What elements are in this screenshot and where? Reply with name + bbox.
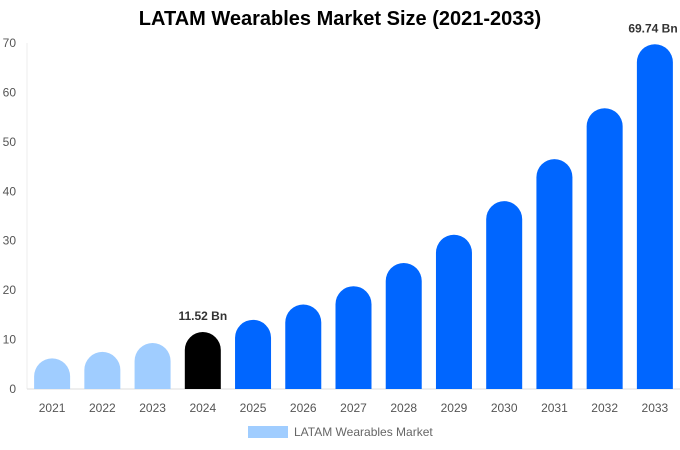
data-label-2033: 69.74 Bn bbox=[628, 21, 677, 35]
x-tick-label: 2025 bbox=[240, 401, 267, 415]
bar-2030 bbox=[486, 201, 523, 389]
bar-2028 bbox=[385, 262, 422, 389]
bar-2025 bbox=[235, 319, 272, 389]
x-tick-label: 2032 bbox=[591, 401, 618, 415]
data-label-2024: 11.52 Bn bbox=[178, 309, 227, 323]
bar-2033 bbox=[636, 44, 673, 389]
legend-label: LATAM Wearables Market bbox=[294, 425, 433, 439]
bar-2021 bbox=[34, 358, 71, 389]
bar-2032 bbox=[586, 108, 623, 389]
y-tick-label: 0 bbox=[9, 382, 16, 396]
bar-2026 bbox=[285, 304, 322, 389]
x-tick-label: 2026 bbox=[290, 401, 317, 415]
bar-2022 bbox=[84, 351, 121, 389]
legend-swatch bbox=[248, 426, 288, 438]
x-tick-label: 2030 bbox=[491, 401, 518, 415]
legend[interactable]: LATAM Wearables Market bbox=[248, 425, 433, 439]
bar-2024 bbox=[184, 332, 221, 389]
y-tick-label: 10 bbox=[3, 333, 17, 347]
x-tick-label: 2021 bbox=[39, 401, 66, 415]
chart-title: LATAM Wearables Market Size (2021-2033) bbox=[138, 8, 542, 30]
bar-2027 bbox=[335, 286, 372, 389]
y-tick-label: 60 bbox=[3, 85, 17, 99]
x-tick-label: 2027 bbox=[340, 401, 367, 415]
y-tick-label: 50 bbox=[3, 135, 17, 149]
y-tick-label: 70 bbox=[3, 36, 17, 50]
bar-2023 bbox=[134, 343, 171, 389]
bar-2029 bbox=[435, 234, 472, 389]
y-tick-label: 40 bbox=[3, 184, 17, 198]
x-tick-label: 2029 bbox=[441, 401, 468, 415]
bar-2031 bbox=[536, 159, 573, 389]
x-tick-label: 2031 bbox=[541, 401, 568, 415]
x-tick-label: 2022 bbox=[89, 401, 116, 415]
x-tick-label: 2023 bbox=[139, 401, 166, 415]
y-tick-label: 30 bbox=[3, 234, 17, 248]
x-tick-label: 2028 bbox=[390, 401, 417, 415]
x-tick-label: 2033 bbox=[642, 401, 669, 415]
x-tick-label: 2024 bbox=[189, 401, 216, 415]
y-tick-label: 20 bbox=[3, 283, 17, 297]
